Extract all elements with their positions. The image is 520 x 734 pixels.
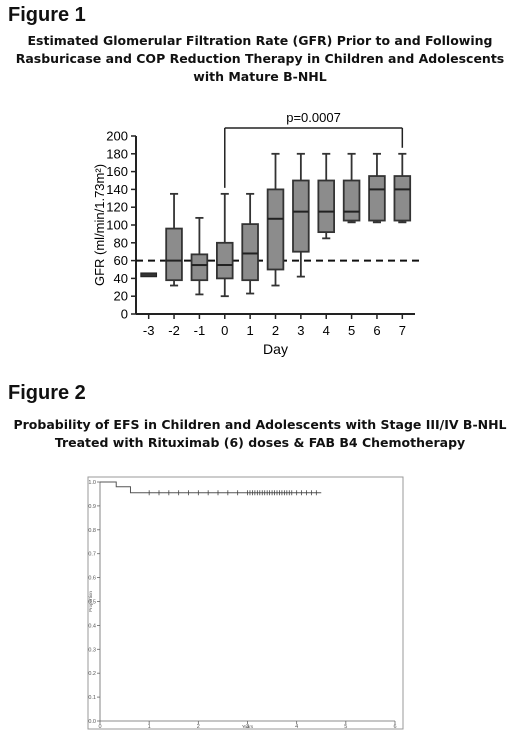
x-tick-label: -2 (168, 323, 180, 338)
y-tick-label: 200 (106, 129, 128, 144)
box (216, 241, 234, 280)
x-axis-label: Day (263, 341, 288, 357)
box (241, 223, 259, 282)
x-tick-label: -3 (143, 323, 155, 338)
x-tick-label: 7 (399, 323, 406, 338)
x-tick-label: 4 (323, 323, 330, 338)
figure2-title: Probability of EFS in Children and Adole… (0, 416, 520, 452)
y-tick-label: 0.0 (88, 719, 96, 725)
survival-curve (100, 481, 322, 494)
box (140, 272, 158, 278)
figure1-title-line: Rasburicase and COP Reduction Therapy in… (15, 51, 505, 66)
y-tick-label: 0.9 (88, 504, 96, 510)
y-axis-label: GFR (ml/min/1.73m²) (92, 164, 107, 286)
x-tick-label: 6 (373, 323, 380, 338)
box (165, 227, 183, 282)
figure1-title-line: with Mature B-NHL (193, 69, 327, 84)
x-tick-label: 3 (246, 724, 249, 730)
figure1-heading: Figure 1 (8, 4, 86, 26)
y-tick-label: 60 (114, 253, 128, 268)
box (292, 179, 310, 253)
x-tick-label: 1 (247, 323, 254, 338)
y-tick-label: 0.1 (88, 695, 96, 701)
p-value-annotation: p=0.0007 (286, 110, 341, 125)
y-tick-label: 0.5 (88, 600, 96, 606)
x-tick-label: 5 (344, 724, 347, 730)
box (368, 175, 386, 222)
x-tick-label: 2 (272, 323, 279, 338)
x-tick-label: 1 (148, 724, 151, 730)
y-tick-label: 180 (106, 146, 128, 161)
figure2-title-line: Probability of EFS in Children and Adole… (13, 417, 507, 432)
y-tick-label: 0.3 (88, 647, 96, 653)
box (393, 175, 412, 222)
x-tick-label: -1 (194, 323, 206, 338)
y-tick-label: 140 (106, 182, 128, 197)
figure1-title: Estimated Glomerular Filtration Rate (GF… (0, 32, 520, 86)
figure2-title-line: Treated with Rituximab (6) doses & FAB B… (54, 435, 466, 450)
box (190, 253, 209, 282)
box (317, 179, 335, 234)
x-tick-label: 0 (98, 724, 101, 730)
y-tick-label: 1.0 (88, 480, 96, 486)
box (342, 179, 361, 222)
y-tick-label: 0.8 (88, 528, 96, 534)
y-axis-label: Proportion (88, 591, 93, 612)
figure1-title-line: Estimated Glomerular Filtration Rate (GF… (27, 33, 493, 48)
x-tick-label: 3 (297, 323, 304, 338)
x-tick-label: 5 (348, 323, 355, 338)
plot-frame (87, 476, 404, 730)
y-tick-label: 0.2 (88, 671, 96, 677)
box (266, 188, 285, 271)
y-tick-label: 0.6 (88, 576, 96, 582)
x-tick-label: 4 (295, 724, 298, 730)
x-tick-label: 0 (221, 323, 228, 338)
figure2-heading: Figure 2 (8, 382, 86, 404)
gfr-boxplot: 0 20 40 60 80 100 120 140 160 180 200 -3 -2 -1 0 1 2 3 4 5 6… (92, 110, 420, 357)
y-tick-label: 0 (121, 307, 128, 322)
y-tick-label: 120 (106, 200, 128, 215)
x-tick-label: 6 (393, 724, 396, 730)
y-tick-label: 100 (106, 218, 128, 233)
y-tick-label: 0.7 (88, 552, 96, 558)
y-tick-label: 40 (114, 271, 128, 286)
y-tick-label: 0.4 (88, 623, 96, 629)
y-tick-label: 80 (114, 235, 128, 250)
x-axis-label: Years (242, 724, 254, 729)
x-tick-label: 2 (197, 724, 200, 730)
y-tick-label: 160 (106, 164, 128, 179)
y-tick-label: 20 (114, 289, 128, 304)
efs-survival-plot: 0.0 0.1 0.2 0.3 0.4 0.5 0.6 0.7 0.8 0.9 1.0 0 1 2 3 4 5 6… (87, 476, 404, 730)
